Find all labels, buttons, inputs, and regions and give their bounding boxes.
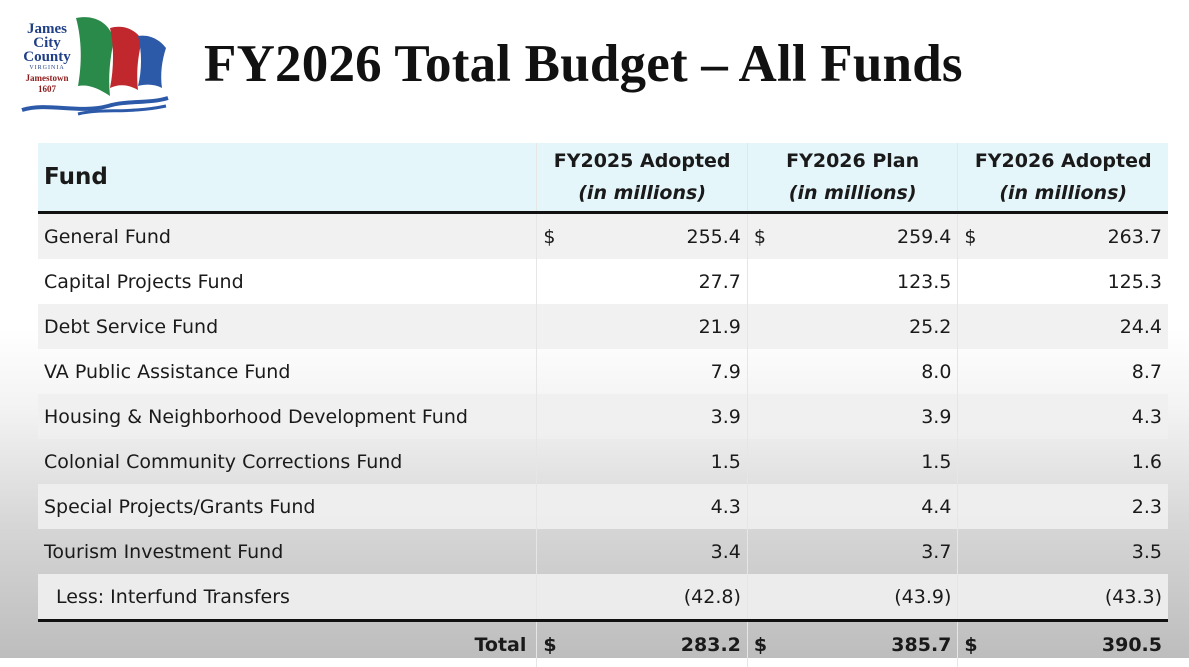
amount-v2: (43.9) [772,574,958,621]
header-fy2025-adopted: FY2025 Adopted (in millions) [537,143,748,213]
amount-v3: 8.7 [983,349,1168,394]
currency-symbol [747,394,772,439]
page-title: FY2026 Total Budget – All Funds [204,34,963,94]
currency-symbol [747,259,772,304]
currency-symbol [747,349,772,394]
header-fund: Fund [38,143,537,213]
table-row: General Fund$255.4$259.4$263.7 [38,213,1168,260]
amount-v3: (43.3) [983,574,1168,621]
currency-symbol [537,529,562,574]
currency-symbol [747,484,772,529]
currency-symbol [958,529,983,574]
total-currency-symbol: $ [747,621,772,667]
currency-symbol [537,304,562,349]
table-row: Housing & Neighborhood Development Fund 3… [38,394,1168,439]
currency-symbol [958,394,983,439]
amount-v1: 7.9 [562,349,748,394]
currency-symbol: $ [747,213,772,260]
amount-v2: 1.5 [772,439,958,484]
amount-v1: 27.7 [562,259,748,304]
currency-symbol [747,304,772,349]
total-amount-v3: 390.5 [983,621,1168,667]
table-header-row: Fund FY2025 Adopted (in millions) FY2026… [38,143,1168,213]
header-fy2026-adopted: FY2026 Adopted (in millions) [958,143,1168,213]
amount-v2: 259.4 [772,213,958,260]
amount-v3: 24.4 [983,304,1168,349]
amount-v2: 3.9 [772,394,958,439]
table-row: VA Public Assistance Fund 7.9 8.0 8.7 [38,349,1168,394]
total-amount-v2: 385.7 [772,621,958,667]
amount-v3: 1.6 [983,439,1168,484]
amount-v2: 123.5 [772,259,958,304]
header-col1-label: FY2025 Adopted [554,150,731,172]
total-label: Total [38,621,537,667]
amount-v3: 263.7 [983,213,1168,260]
logo-town: Jamestown [18,74,76,83]
table-row: Capital Projects Fund 27.7 123.5 125.3 [38,259,1168,304]
currency-symbol [537,394,562,439]
currency-symbol [958,259,983,304]
amount-v1: 3.4 [562,529,748,574]
currency-symbol: $ [537,213,562,260]
logo-wordmark: James City County VIRGINIA Jamestown 160… [18,22,76,94]
header-fy2026-plan: FY2026 Plan (in millions) [747,143,958,213]
amount-v2: 8.0 [772,349,958,394]
amount-v1: 3.9 [562,394,748,439]
table-row: Special Projects/Grants Fund 4.3 4.4 2.3 [38,484,1168,529]
currency-symbol [747,529,772,574]
logo-state: VIRGINIA [18,64,76,72]
currency-symbol [537,349,562,394]
amount-v3: 4.3 [983,394,1168,439]
fund-name: Debt Service Fund [38,304,537,349]
table-row: Colonial Community Corrections Fund 1.5 1.… [38,439,1168,484]
total-currency-symbol: $ [537,621,562,667]
table-row: Less: Interfund Transfers (42.8) (43.9) (43… [38,574,1168,621]
fund-name: Capital Projects Fund [38,259,537,304]
header-col2-label: FY2026 Plan [786,150,919,172]
amount-v2: 25.2 [772,304,958,349]
amount-v2: 4.4 [772,484,958,529]
currency-symbol [537,439,562,484]
header-col1-unit: (in millions) [578,182,706,204]
amount-v3: 2.3 [983,484,1168,529]
currency-symbol [958,439,983,484]
header-col2-unit: (in millions) [789,182,917,204]
currency-symbol [958,574,983,621]
logo-year: 1607 [18,85,76,94]
budget-table: Fund FY2025 Adopted (in millions) FY2026… [38,143,1168,667]
county-logo: James City County VIRGINIA Jamestown 160… [18,14,173,119]
header-col3-unit: (in millions) [999,182,1127,204]
amount-v1: 1.5 [562,439,748,484]
header-col3-label: FY2026 Adopted [975,150,1152,172]
total-amount-v1: 283.2 [562,621,748,667]
currency-symbol [537,574,562,621]
fund-name: Tourism Investment Fund [38,529,537,574]
table-row: Debt Service Fund 21.9 25.2 24.4 [38,304,1168,349]
fund-name: General Fund [38,213,537,260]
currency-symbol [747,574,772,621]
currency-symbol [537,259,562,304]
amount-v1: 4.3 [562,484,748,529]
currency-symbol [958,304,983,349]
amount-v2: 3.7 [772,529,958,574]
fund-name: Less: Interfund Transfers [38,574,537,621]
fund-name: Housing & Neighborhood Development Fund [38,394,537,439]
total-currency-symbol: $ [958,621,983,667]
fund-name: Special Projects/Grants Fund [38,484,537,529]
total-row: Total$283.2$385.7$390.5 [38,621,1168,667]
currency-symbol [958,484,983,529]
amount-v1: 255.4 [562,213,748,260]
currency-symbol: $ [958,213,983,260]
amount-v3: 3.5 [983,529,1168,574]
amount-v3: 125.3 [983,259,1168,304]
currency-symbol [747,439,772,484]
fund-name: Colonial Community Corrections Fund [38,439,537,484]
table-row: Tourism Investment Fund 3.4 3.7 3.5 [38,529,1168,574]
currency-symbol [958,349,983,394]
amount-v1: 21.9 [562,304,748,349]
amount-v1: (42.8) [562,574,748,621]
currency-symbol [537,484,562,529]
logo-line3: County [23,49,71,65]
fund-name: VA Public Assistance Fund [38,349,537,394]
